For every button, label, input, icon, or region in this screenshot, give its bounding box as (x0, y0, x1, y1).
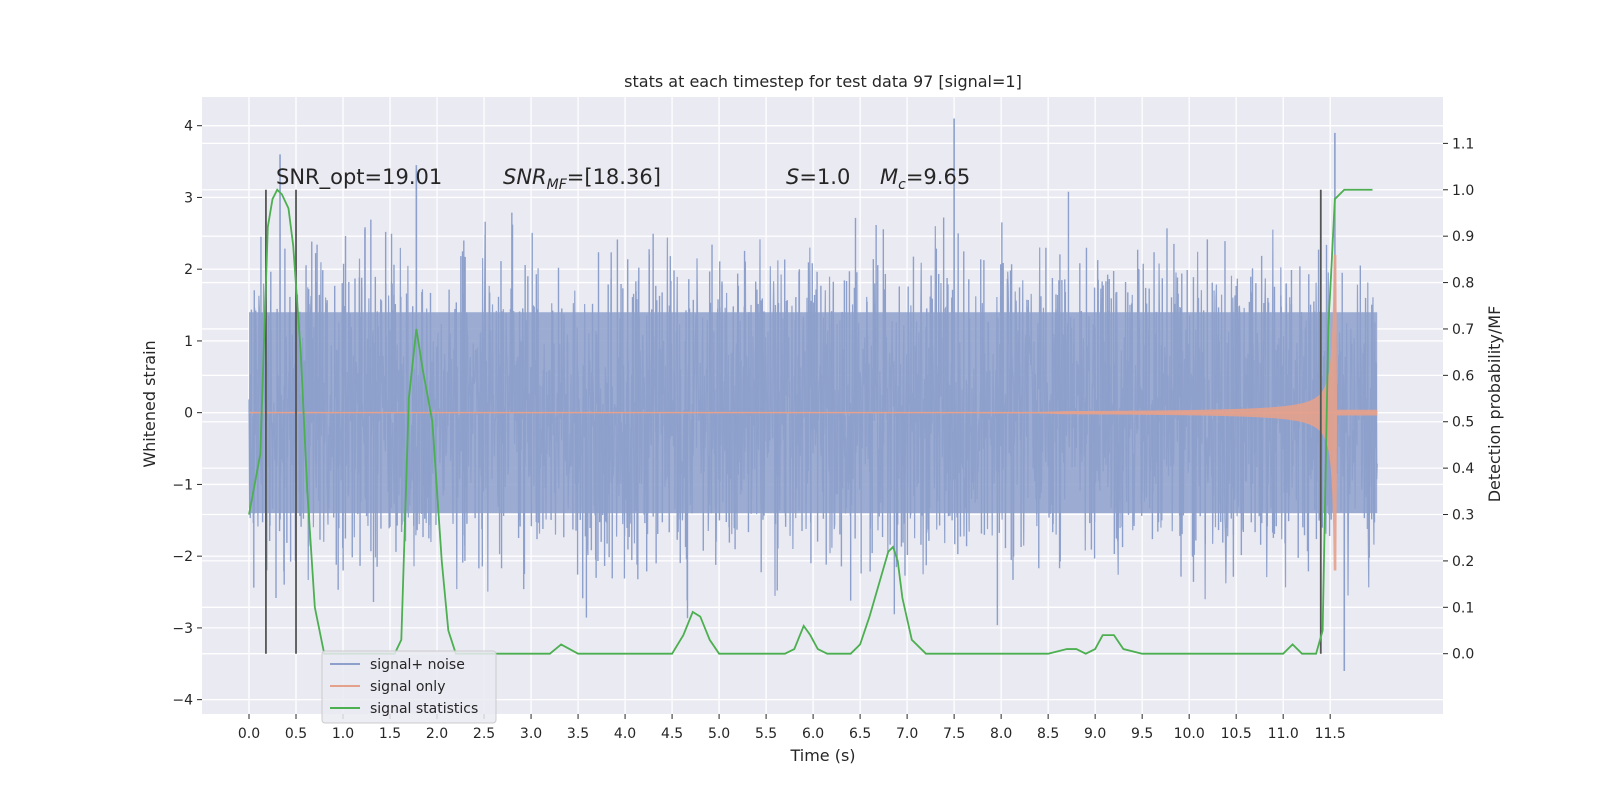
y2-axis-label: Detection probability/MF (1485, 306, 1504, 503)
annotation-snr-mf-sub: MF (547, 177, 568, 193)
x-tick-label: 6.0 (802, 726, 824, 742)
x-tick-label: 10.0 (1174, 726, 1205, 742)
y2-tick-label: 0.3 (1452, 508, 1474, 524)
legend-box (321, 650, 497, 724)
y2-tick-label: 0.4 (1452, 461, 1474, 477)
y-tick-label: −4 (172, 693, 193, 709)
x-tick-label: 0.5 (285, 726, 307, 742)
y2-tick-label: 0.5 (1452, 415, 1474, 431)
y2-tick-label: 0.8 (1452, 276, 1474, 292)
y2-tick-label: 0.1 (1452, 600, 1474, 616)
y2-tick-label: 1.0 (1452, 183, 1474, 199)
x-axis-label: Time (s) (789, 746, 855, 765)
signal-only-envelope (982, 254, 1378, 571)
annotation-mc-sub: c (898, 177, 906, 193)
annotation-mc: Mc=9.65 (880, 165, 970, 193)
legend-label-signal-only: signal only (370, 679, 445, 695)
y-tick-label: 1 (184, 334, 193, 350)
y2-tick-label: 1.1 (1452, 136, 1474, 152)
x-tick-label: 5.5 (755, 726, 777, 742)
x-tick-label: 3.5 (567, 726, 589, 742)
x-tick-label: 11.0 (1268, 726, 1299, 742)
x-tick-label: 1.0 (332, 726, 354, 742)
x-tick-label: 10.5 (1221, 726, 1252, 742)
legend-label-signal-statistics: signal statistics (370, 701, 478, 717)
annotation-mc-main: M (880, 165, 898, 189)
y2-tick-label: 0.0 (1452, 647, 1474, 663)
legend: signal+ noise signal only signal statist… (321, 650, 497, 724)
annotation-snr-opt: SNR_opt=19.01 (276, 165, 442, 190)
y-tick-label: −1 (172, 477, 193, 493)
y-tick-label: 4 (184, 119, 193, 135)
y2-tick-label: 0.9 (1452, 229, 1474, 245)
y-tick-label: 0 (184, 406, 193, 422)
x-tick-label: 11.5 (1315, 726, 1346, 742)
chart-title: stats at each timestep for test data 97 … (624, 72, 1022, 91)
annotation-s-value: =1.0 (799, 165, 850, 189)
y2-tick-label: 0.2 (1452, 554, 1474, 570)
x-tick-label: 6.5 (849, 726, 871, 742)
y-tick-label: 2 (184, 262, 193, 278)
y-tick-label: −3 (172, 621, 193, 637)
y-tick-label: −2 (172, 549, 193, 565)
annotations: SNR_opt=19.01 SNRMF=[18.36] S=1.0 Mc=9.6… (276, 165, 970, 193)
x-tick-label: 8.0 (990, 726, 1012, 742)
x-tick-label: 7.5 (943, 726, 965, 742)
annotation-snr-mf-value: =[18.36] (567, 165, 661, 189)
x-tick-label: 3.0 (520, 726, 542, 742)
annotation-s: S=1.0 (786, 165, 850, 189)
axes: 0.0 0.5 1.0 1.5 2.0 2.5 3.0 3.5 4.0 4.5 5.0 5.5 6.0 6… (172, 119, 1474, 742)
x-tick-label: 4.5 (661, 726, 683, 742)
x-tick-label: 2.5 (473, 726, 495, 742)
legend-label-signal-noise: signal+ noise (370, 657, 465, 673)
annotation-s-symbol: S (786, 165, 799, 189)
annotation-snr-mf: SNRMF=[18.36] (503, 165, 661, 193)
x-tick-label: 9.0 (1084, 726, 1106, 742)
x-tick-label: 7.0 (896, 726, 918, 742)
signal-only-series (249, 254, 1378, 571)
y2-tick-label: 0.7 (1452, 322, 1474, 338)
x-tick-label: 2.0 (426, 726, 448, 742)
x-tick-label: 9.5 (1131, 726, 1153, 742)
annotation-snr-mf-main: SNR (503, 165, 547, 189)
y-tick-label: 3 (184, 190, 193, 206)
x-tick-label: 4.0 (614, 726, 636, 742)
x-tick-label: 8.5 (1037, 726, 1059, 742)
annotation-mc-value: =9.65 (906, 165, 970, 189)
y-axis-label: Whitened strain (140, 340, 159, 467)
x-tick-label: 0.0 (238, 726, 260, 742)
x-tick-label: 1.5 (379, 726, 401, 742)
x-tick-label: 5.0 (708, 726, 730, 742)
y2-tick-label: 0.6 (1452, 368, 1474, 384)
